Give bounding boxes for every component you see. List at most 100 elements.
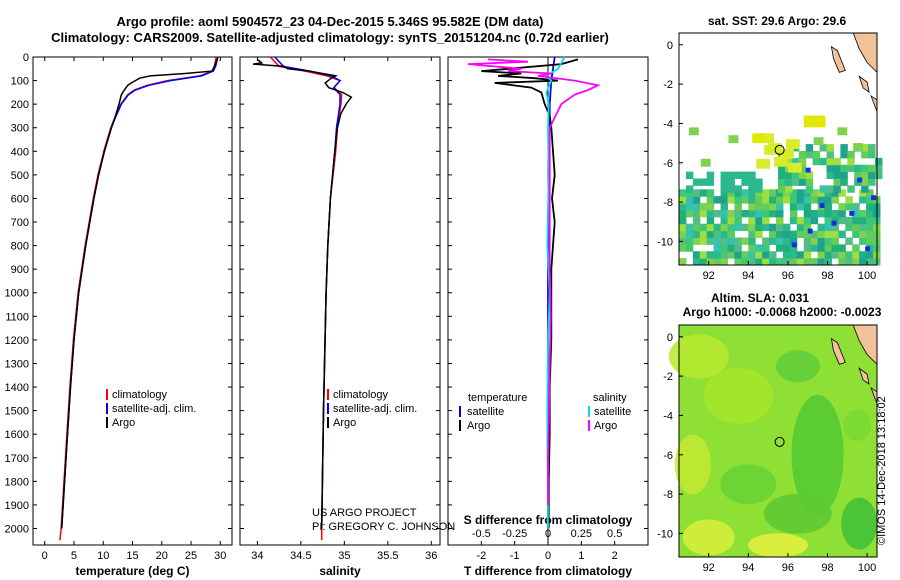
sst-cell bbox=[692, 203, 701, 211]
sst-cell bbox=[782, 189, 791, 197]
sst-cell bbox=[748, 178, 756, 186]
sst-cell bbox=[685, 244, 694, 252]
legend-title: salinity bbox=[593, 392, 627, 404]
sst-cell bbox=[810, 230, 819, 238]
x-tick-label: 94 bbox=[742, 270, 754, 282]
sst-cell bbox=[852, 230, 860, 238]
sst-cell bbox=[776, 196, 784, 204]
y-tick-label: -8 bbox=[663, 489, 673, 501]
sla-blob bbox=[841, 497, 878, 550]
sst-cell bbox=[692, 223, 701, 232]
y-tick-label: 1900 bbox=[5, 500, 29, 512]
sst-cell bbox=[859, 223, 867, 232]
sst-map-island bbox=[858, 75, 870, 93]
sst-cell bbox=[833, 178, 841, 186]
sst-map-island bbox=[870, 94, 878, 112]
sst-cell bbox=[755, 185, 763, 193]
sst-cell bbox=[769, 251, 777, 259]
sst-cell bbox=[868, 171, 876, 179]
sst-cell bbox=[720, 244, 729, 252]
sst-cell bbox=[720, 251, 729, 259]
sst-cell bbox=[798, 171, 807, 179]
sst-cell bbox=[838, 244, 846, 252]
sst-cell bbox=[803, 203, 812, 211]
sst-cell bbox=[838, 216, 846, 225]
sst-cell bbox=[852, 216, 860, 225]
sst-cell bbox=[685, 230, 694, 238]
sst-cell bbox=[713, 230, 722, 238]
x-axis-label: salinity bbox=[319, 564, 361, 578]
sst-cold-cell bbox=[807, 228, 813, 234]
sst-warm-cell bbox=[756, 158, 771, 169]
sst-cell bbox=[840, 150, 848, 159]
sst-cell bbox=[805, 185, 814, 193]
sst-cell bbox=[720, 171, 729, 179]
sst-cell bbox=[755, 189, 763, 197]
x-tick-label: 15 bbox=[126, 550, 138, 562]
sst-cell bbox=[748, 244, 756, 252]
sla-map-subtitle: Argo h1000: -0.0068 h2000: -0.0023 bbox=[683, 305, 882, 319]
sst-cell bbox=[833, 157, 841, 166]
sst-cell bbox=[679, 209, 687, 218]
sst-cell bbox=[699, 258, 708, 266]
sst-cell bbox=[868, 144, 876, 152]
sst-cell bbox=[831, 237, 839, 245]
y-tick-label: -10 bbox=[657, 236, 673, 248]
sst-cell bbox=[727, 185, 735, 193]
sst-cell bbox=[782, 223, 791, 232]
sst-cell bbox=[706, 209, 715, 218]
sst-cell bbox=[685, 203, 694, 211]
sst-cell bbox=[706, 230, 715, 238]
x-axis-label: T difference from climatology bbox=[464, 564, 632, 578]
sst-cell bbox=[776, 223, 784, 232]
y-tick-label: -4 bbox=[663, 118, 673, 130]
sst-warm-cell bbox=[764, 145, 778, 155]
sst-cell bbox=[824, 251, 832, 259]
sst-cell bbox=[845, 216, 853, 225]
sst-cell bbox=[803, 230, 812, 238]
sst-cell bbox=[805, 144, 814, 152]
sst-cell bbox=[741, 178, 749, 186]
x-tick-label: 2 bbox=[612, 550, 618, 562]
sst-cell bbox=[824, 189, 832, 197]
sst-cell bbox=[706, 196, 715, 204]
sst-cell bbox=[741, 196, 749, 204]
sst-cell bbox=[805, 150, 814, 159]
sst-cell bbox=[824, 209, 832, 218]
y-tick-label: 300 bbox=[11, 123, 29, 135]
sst-cold-cell bbox=[791, 242, 797, 248]
sst-cell bbox=[728, 135, 739, 144]
sst-cell bbox=[789, 244, 798, 252]
sst-cell bbox=[840, 164, 848, 173]
sst-cell bbox=[699, 251, 708, 259]
sst-cell bbox=[720, 178, 729, 186]
sst-cell bbox=[810, 189, 819, 197]
sla-map-frame bbox=[678, 324, 878, 558]
sst-warm-cell bbox=[774, 156, 788, 167]
sst-cell bbox=[755, 251, 763, 259]
sst-cell bbox=[824, 230, 832, 238]
sst-cell bbox=[776, 189, 784, 197]
y-tick-label: 0 bbox=[667, 332, 673, 344]
sst-cell bbox=[679, 216, 687, 225]
sst-cell bbox=[776, 216, 784, 225]
y-tick-label: 1300 bbox=[5, 358, 29, 370]
x-tick-label: 34 bbox=[251, 550, 263, 562]
sst-cell bbox=[796, 251, 805, 259]
sst-cell bbox=[734, 203, 742, 211]
sst-cell bbox=[831, 216, 839, 225]
sst-cell bbox=[720, 258, 729, 266]
x-tick-label: 100 bbox=[858, 270, 876, 282]
sst-cell bbox=[847, 157, 855, 166]
legend-title: temperature bbox=[468, 392, 527, 404]
sst-cell bbox=[838, 230, 846, 238]
y-tick-label: 900 bbox=[11, 264, 29, 276]
y-tick-label: 1200 bbox=[5, 335, 29, 347]
sst-cell bbox=[789, 251, 798, 259]
sst-cell bbox=[805, 178, 814, 186]
sst-cell bbox=[778, 164, 786, 173]
sla-blob bbox=[668, 334, 729, 379]
y-tick-label: 800 bbox=[11, 241, 29, 253]
sst-cell bbox=[720, 216, 729, 225]
sst-cell bbox=[866, 196, 874, 204]
